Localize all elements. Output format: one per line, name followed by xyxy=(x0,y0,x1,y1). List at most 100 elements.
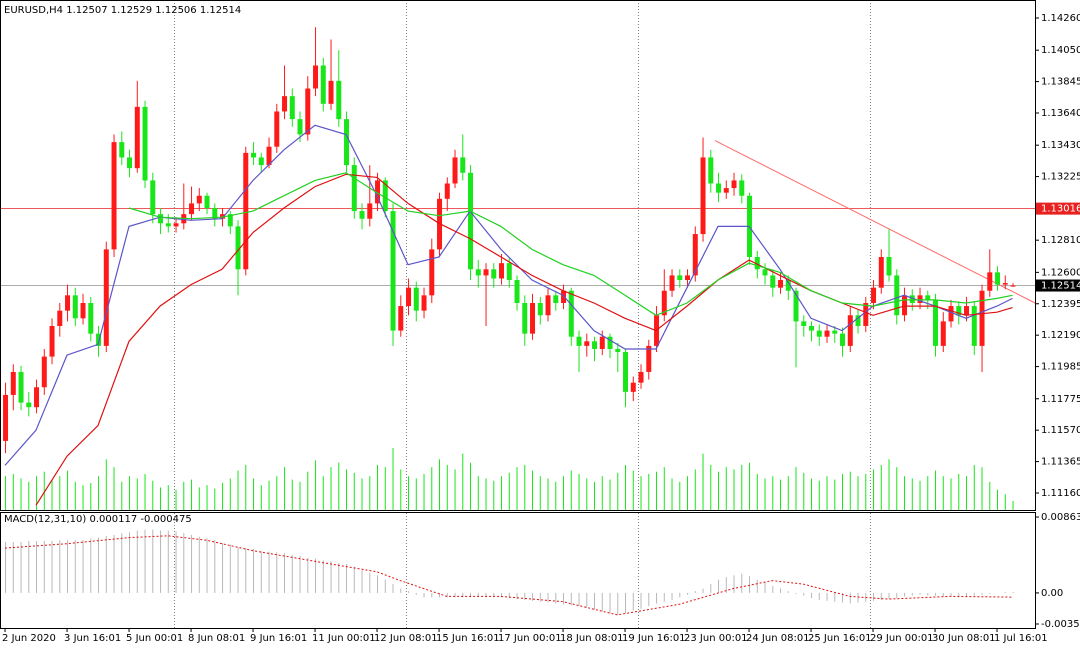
y-tick-label: 1.11985 xyxy=(1041,362,1080,373)
open-value: 1.12507 xyxy=(66,5,107,16)
high-value: 1.12529 xyxy=(111,5,152,16)
candle-body xyxy=(646,345,652,372)
y-tick-label: 1.12600 xyxy=(1041,267,1080,278)
candle-body xyxy=(956,306,962,316)
candle-body xyxy=(282,96,288,112)
x-tick-label: 2 Jun 2020 xyxy=(2,633,56,644)
candle-body xyxy=(739,180,745,196)
x-tick-label: 25 Jun 16:01 xyxy=(808,633,872,644)
candle-body xyxy=(770,275,776,288)
candle-body xyxy=(778,280,784,288)
candle-body xyxy=(793,290,799,322)
candle-body xyxy=(452,157,458,184)
candle-body xyxy=(34,387,40,408)
candle-body xyxy=(344,119,350,166)
candle-body xyxy=(382,180,388,212)
level-label-box xyxy=(1036,202,1080,215)
candle-body xyxy=(506,263,512,281)
y-tick-label: 1.12395 xyxy=(1041,299,1080,310)
candle-body xyxy=(638,371,644,383)
candle-body xyxy=(274,111,280,147)
candle-body xyxy=(630,382,636,392)
candle-body xyxy=(460,157,466,173)
candle-body xyxy=(661,290,667,316)
candle-body xyxy=(103,249,109,346)
candle-body xyxy=(886,257,892,276)
candle-body xyxy=(607,336,613,349)
candle-body xyxy=(592,341,598,349)
candle-body xyxy=(258,157,264,166)
main-panel-frame xyxy=(0,0,1036,511)
x-tick-label: 23 Jun 00:01 xyxy=(684,633,748,644)
y-tick-label: 1.14050 xyxy=(1041,45,1080,56)
candle-body xyxy=(584,341,590,346)
candle-body xyxy=(599,336,605,349)
macd-y-tick-label: 0.008639 xyxy=(1041,512,1080,523)
x-tick-label: 17 Jun 00:01 xyxy=(498,633,562,644)
low-value: 1.12506 xyxy=(155,5,196,16)
candle-body xyxy=(227,214,233,227)
x-tick-label: 15 Jun 16:01 xyxy=(436,633,500,644)
candle-body xyxy=(3,394,9,441)
y-tick-label: 1.12810 xyxy=(1041,235,1080,246)
candle-body xyxy=(878,257,884,288)
level-label: 1.13016 xyxy=(1041,204,1080,215)
candle-body xyxy=(406,287,412,307)
candle-body xyxy=(142,106,148,181)
candle-body xyxy=(685,275,691,281)
signal-value: -0.000475 xyxy=(140,514,191,525)
candle-body xyxy=(80,302,86,319)
candle-body xyxy=(917,295,923,303)
candle-body xyxy=(933,299,939,346)
candle-body xyxy=(723,188,729,193)
candle-body xyxy=(313,65,319,89)
x-tick-label: 11 Jun 00:01 xyxy=(312,633,376,644)
candle-body xyxy=(421,295,427,311)
candle-body xyxy=(336,80,342,120)
macd-title: MACD(12,31,10) xyxy=(4,514,86,525)
candle-body xyxy=(545,295,551,316)
moving-average xyxy=(128,172,1013,316)
candle-body xyxy=(297,119,303,135)
x-tick-label: 8 Jun 08:01 xyxy=(188,633,245,644)
candle-body xyxy=(832,330,838,334)
y-tick-label: 1.14260 xyxy=(1041,13,1080,24)
candle-body xyxy=(995,272,1001,285)
y-tick-label: 1.11365 xyxy=(1041,457,1080,468)
candle-body xyxy=(134,106,140,169)
candle-body xyxy=(88,302,94,334)
candle-body xyxy=(367,203,373,219)
candle-body xyxy=(57,310,63,326)
candle-body xyxy=(964,306,970,316)
candle-body xyxy=(623,352,629,392)
candle-body xyxy=(196,195,202,204)
candle-body xyxy=(801,321,807,326)
macd-panel-frame xyxy=(0,512,1036,629)
macd-value: 0.000117 xyxy=(90,514,138,525)
candle-body xyxy=(1010,285,1016,287)
candle-body xyxy=(754,257,760,270)
candle-body xyxy=(948,306,954,322)
candle-body xyxy=(499,263,505,279)
candle-body xyxy=(731,180,737,189)
y-tick-label: 1.11570 xyxy=(1041,425,1080,436)
candle-body xyxy=(514,280,520,303)
candle-body xyxy=(305,88,311,135)
candle-body xyxy=(909,295,915,303)
candle-body xyxy=(413,287,419,311)
candle-body xyxy=(165,223,171,227)
candle-body xyxy=(266,146,272,166)
candle-body xyxy=(568,290,574,337)
y-tick-label: 1.13430 xyxy=(1041,140,1080,151)
bid-label-box xyxy=(1036,279,1080,292)
candle-body xyxy=(320,65,326,104)
candle-body xyxy=(894,275,900,316)
candle-body xyxy=(398,306,404,331)
candle-body xyxy=(212,208,218,219)
candle-body xyxy=(204,195,210,209)
candle-body xyxy=(127,157,133,169)
y-tick-label: 1.11775 xyxy=(1041,394,1080,405)
candle-body xyxy=(491,269,497,279)
candle-body xyxy=(809,325,815,331)
